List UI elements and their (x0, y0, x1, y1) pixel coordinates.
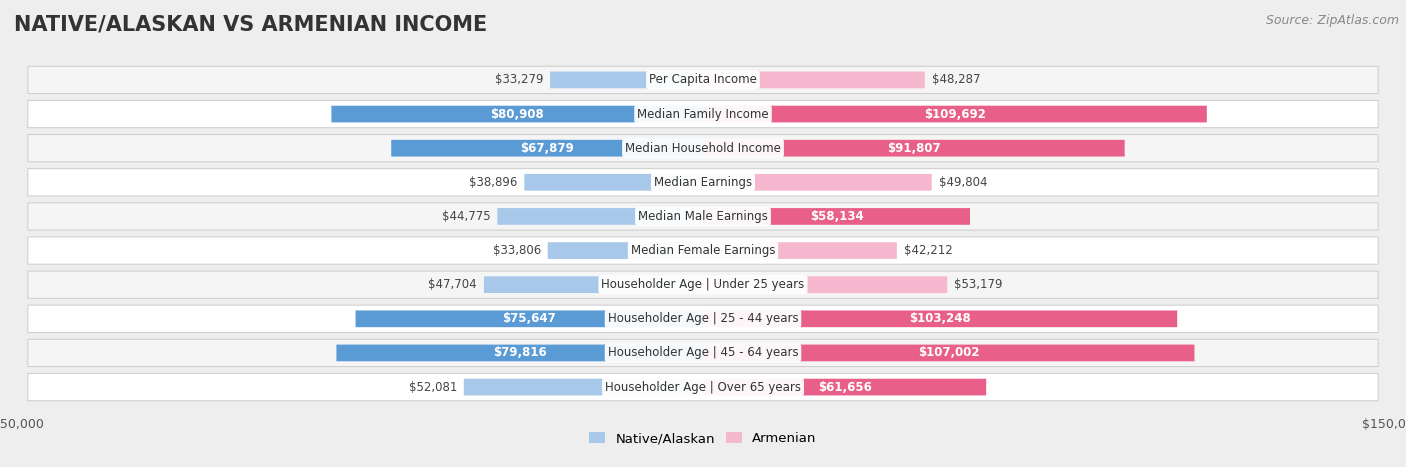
Text: $103,248: $103,248 (910, 312, 972, 325)
Text: Median Male Earnings: Median Male Earnings (638, 210, 768, 223)
FancyBboxPatch shape (28, 203, 1378, 230)
FancyBboxPatch shape (703, 71, 925, 88)
Text: $80,908: $80,908 (491, 107, 544, 120)
Legend: Native/Alaskan, Armenian: Native/Alaskan, Armenian (583, 427, 823, 451)
Text: $33,279: $33,279 (495, 73, 543, 86)
FancyBboxPatch shape (703, 276, 948, 293)
Text: $107,002: $107,002 (918, 347, 980, 360)
FancyBboxPatch shape (28, 66, 1378, 93)
Text: $109,692: $109,692 (924, 107, 986, 120)
FancyBboxPatch shape (524, 174, 703, 191)
Text: $61,656: $61,656 (818, 381, 872, 394)
Text: $44,775: $44,775 (441, 210, 491, 223)
Text: Median Earnings: Median Earnings (654, 176, 752, 189)
FancyBboxPatch shape (356, 311, 703, 327)
Text: $49,804: $49,804 (939, 176, 987, 189)
Text: Median Household Income: Median Household Income (626, 142, 780, 155)
FancyBboxPatch shape (464, 379, 703, 396)
FancyBboxPatch shape (703, 140, 1125, 156)
Text: $42,212: $42,212 (904, 244, 952, 257)
Text: Median Family Income: Median Family Income (637, 107, 769, 120)
FancyBboxPatch shape (484, 276, 703, 293)
FancyBboxPatch shape (703, 208, 970, 225)
Text: $47,704: $47,704 (429, 278, 477, 291)
Text: $52,081: $52,081 (409, 381, 457, 394)
FancyBboxPatch shape (28, 271, 1378, 298)
Text: Householder Age | Under 25 years: Householder Age | Under 25 years (602, 278, 804, 291)
FancyBboxPatch shape (703, 379, 986, 396)
Text: NATIVE/ALASKAN VS ARMENIAN INCOME: NATIVE/ALASKAN VS ARMENIAN INCOME (14, 14, 488, 34)
FancyBboxPatch shape (703, 345, 1195, 361)
Text: Source: ZipAtlas.com: Source: ZipAtlas.com (1265, 14, 1399, 27)
FancyBboxPatch shape (28, 237, 1378, 264)
FancyBboxPatch shape (703, 242, 897, 259)
Text: $38,896: $38,896 (470, 176, 517, 189)
Text: $91,807: $91,807 (887, 142, 941, 155)
FancyBboxPatch shape (703, 174, 932, 191)
Text: Householder Age | 45 - 64 years: Householder Age | 45 - 64 years (607, 347, 799, 360)
Text: $79,816: $79,816 (494, 347, 547, 360)
FancyBboxPatch shape (498, 208, 703, 225)
Text: $48,287: $48,287 (932, 73, 980, 86)
FancyBboxPatch shape (703, 311, 1177, 327)
FancyBboxPatch shape (28, 100, 1378, 127)
Text: Median Female Earnings: Median Female Earnings (631, 244, 775, 257)
FancyBboxPatch shape (703, 106, 1206, 122)
Text: $58,134: $58,134 (810, 210, 863, 223)
FancyBboxPatch shape (28, 374, 1378, 401)
FancyBboxPatch shape (391, 140, 703, 156)
FancyBboxPatch shape (28, 305, 1378, 333)
FancyBboxPatch shape (28, 169, 1378, 196)
Text: Per Capita Income: Per Capita Income (650, 73, 756, 86)
Text: $33,806: $33,806 (492, 244, 541, 257)
FancyBboxPatch shape (332, 106, 703, 122)
FancyBboxPatch shape (336, 345, 703, 361)
Text: Householder Age | 25 - 44 years: Householder Age | 25 - 44 years (607, 312, 799, 325)
FancyBboxPatch shape (28, 134, 1378, 162)
FancyBboxPatch shape (28, 340, 1378, 367)
FancyBboxPatch shape (548, 242, 703, 259)
FancyBboxPatch shape (550, 71, 703, 88)
Text: $75,647: $75,647 (502, 312, 557, 325)
Text: Householder Age | Over 65 years: Householder Age | Over 65 years (605, 381, 801, 394)
Text: $67,879: $67,879 (520, 142, 574, 155)
Text: $53,179: $53,179 (955, 278, 1002, 291)
